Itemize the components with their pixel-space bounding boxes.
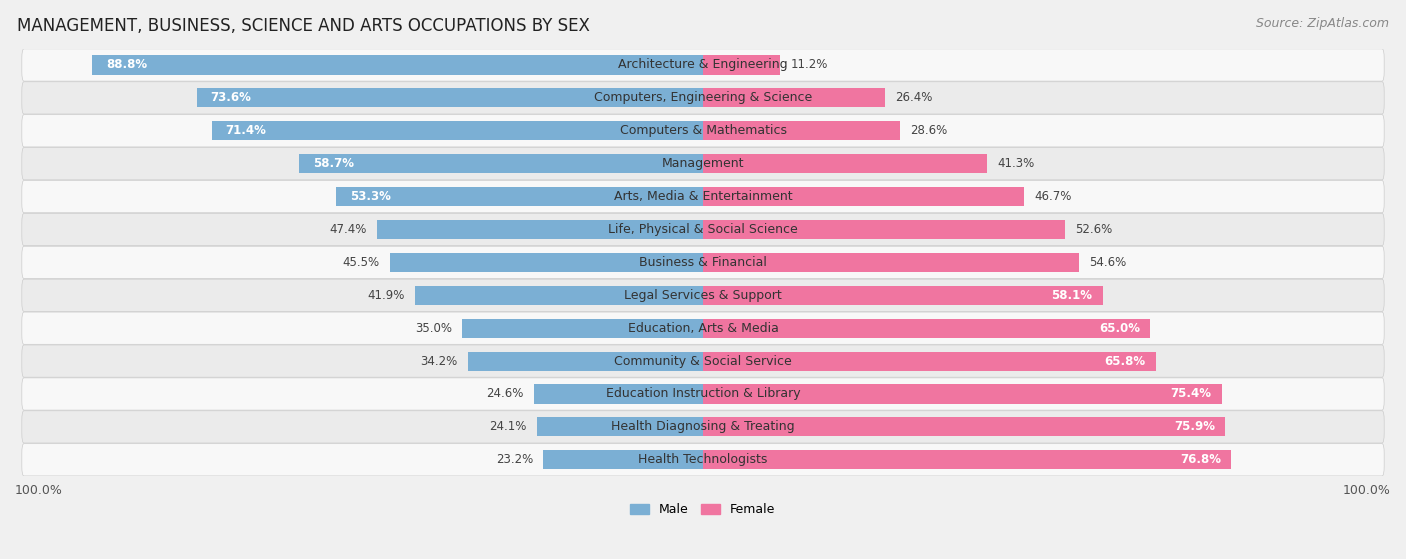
Bar bbox=[703, 286, 1102, 305]
FancyBboxPatch shape bbox=[22, 444, 1384, 476]
Text: 41.3%: 41.3% bbox=[997, 157, 1035, 170]
Bar bbox=[703, 253, 1078, 272]
Text: Computers, Engineering & Science: Computers, Engineering & Science bbox=[593, 91, 813, 105]
FancyBboxPatch shape bbox=[22, 181, 1384, 213]
Text: 75.4%: 75.4% bbox=[1170, 387, 1212, 400]
Bar bbox=[703, 154, 987, 173]
FancyBboxPatch shape bbox=[22, 411, 1384, 443]
Bar bbox=[703, 55, 780, 74]
Text: 28.6%: 28.6% bbox=[910, 124, 948, 138]
Bar bbox=[212, 121, 703, 140]
Text: Arts, Media & Entertainment: Arts, Media & Entertainment bbox=[613, 190, 793, 203]
FancyBboxPatch shape bbox=[22, 82, 1384, 114]
Bar bbox=[703, 418, 1225, 437]
Bar bbox=[415, 286, 703, 305]
Text: 100.0%: 100.0% bbox=[15, 485, 63, 498]
Text: 71.4%: 71.4% bbox=[225, 124, 266, 138]
Text: 53.3%: 53.3% bbox=[350, 190, 391, 203]
Text: MANAGEMENT, BUSINESS, SCIENCE AND ARTS OCCUPATIONS BY SEX: MANAGEMENT, BUSINESS, SCIENCE AND ARTS O… bbox=[17, 17, 589, 35]
Bar bbox=[299, 154, 703, 173]
Bar bbox=[377, 220, 703, 239]
Text: 52.6%: 52.6% bbox=[1076, 223, 1112, 236]
Text: 26.4%: 26.4% bbox=[896, 91, 932, 105]
FancyBboxPatch shape bbox=[22, 214, 1384, 245]
Text: 73.6%: 73.6% bbox=[211, 91, 252, 105]
FancyBboxPatch shape bbox=[22, 49, 1384, 81]
Text: 65.8%: 65.8% bbox=[1104, 354, 1146, 368]
Text: 24.6%: 24.6% bbox=[486, 387, 523, 400]
Bar bbox=[703, 220, 1064, 239]
Bar bbox=[534, 385, 703, 404]
Bar bbox=[703, 385, 1222, 404]
FancyBboxPatch shape bbox=[22, 279, 1384, 311]
Text: 34.2%: 34.2% bbox=[420, 354, 457, 368]
Text: Life, Physical & Social Science: Life, Physical & Social Science bbox=[609, 223, 797, 236]
Text: 65.0%: 65.0% bbox=[1099, 321, 1140, 335]
Text: 76.8%: 76.8% bbox=[1180, 453, 1220, 466]
Bar bbox=[703, 88, 884, 107]
FancyBboxPatch shape bbox=[22, 312, 1384, 344]
FancyBboxPatch shape bbox=[22, 345, 1384, 377]
Legend: Male, Female: Male, Female bbox=[626, 498, 780, 522]
Text: 58.1%: 58.1% bbox=[1052, 289, 1092, 302]
Text: 75.9%: 75.9% bbox=[1174, 420, 1215, 433]
Bar bbox=[703, 319, 1150, 338]
Text: 45.5%: 45.5% bbox=[343, 256, 380, 269]
Bar bbox=[703, 187, 1025, 206]
Text: Computers & Mathematics: Computers & Mathematics bbox=[620, 124, 786, 138]
Text: Legal Services & Support: Legal Services & Support bbox=[624, 289, 782, 302]
Bar bbox=[91, 55, 703, 74]
Text: 47.4%: 47.4% bbox=[329, 223, 367, 236]
Text: 46.7%: 46.7% bbox=[1035, 190, 1071, 203]
Text: 88.8%: 88.8% bbox=[105, 59, 148, 72]
Bar bbox=[703, 450, 1232, 470]
Text: 41.9%: 41.9% bbox=[367, 289, 405, 302]
Text: Health Technologists: Health Technologists bbox=[638, 453, 768, 466]
Bar bbox=[543, 450, 703, 470]
Bar bbox=[468, 352, 703, 371]
Text: Health Diagnosing & Treating: Health Diagnosing & Treating bbox=[612, 420, 794, 433]
Text: Community & Social Service: Community & Social Service bbox=[614, 354, 792, 368]
Text: 54.6%: 54.6% bbox=[1090, 256, 1126, 269]
FancyBboxPatch shape bbox=[22, 378, 1384, 410]
Text: Business & Financial: Business & Financial bbox=[640, 256, 766, 269]
Bar bbox=[703, 352, 1156, 371]
Bar bbox=[463, 319, 703, 338]
Bar bbox=[389, 253, 703, 272]
FancyBboxPatch shape bbox=[22, 148, 1384, 180]
Bar bbox=[703, 121, 900, 140]
Bar bbox=[197, 88, 703, 107]
Text: Management: Management bbox=[662, 157, 744, 170]
Text: Education Instruction & Library: Education Instruction & Library bbox=[606, 387, 800, 400]
FancyBboxPatch shape bbox=[22, 115, 1384, 147]
Text: Education, Arts & Media: Education, Arts & Media bbox=[627, 321, 779, 335]
Text: 23.2%: 23.2% bbox=[496, 453, 533, 466]
Text: Architecture & Engineering: Architecture & Engineering bbox=[619, 59, 787, 72]
Text: 24.1%: 24.1% bbox=[489, 420, 527, 433]
Text: Source: ZipAtlas.com: Source: ZipAtlas.com bbox=[1256, 17, 1389, 30]
Bar bbox=[537, 418, 703, 437]
FancyBboxPatch shape bbox=[22, 247, 1384, 278]
Text: 35.0%: 35.0% bbox=[415, 321, 451, 335]
Text: 11.2%: 11.2% bbox=[790, 59, 828, 72]
Bar bbox=[336, 187, 703, 206]
Text: 100.0%: 100.0% bbox=[1343, 485, 1391, 498]
Text: 58.7%: 58.7% bbox=[314, 157, 354, 170]
